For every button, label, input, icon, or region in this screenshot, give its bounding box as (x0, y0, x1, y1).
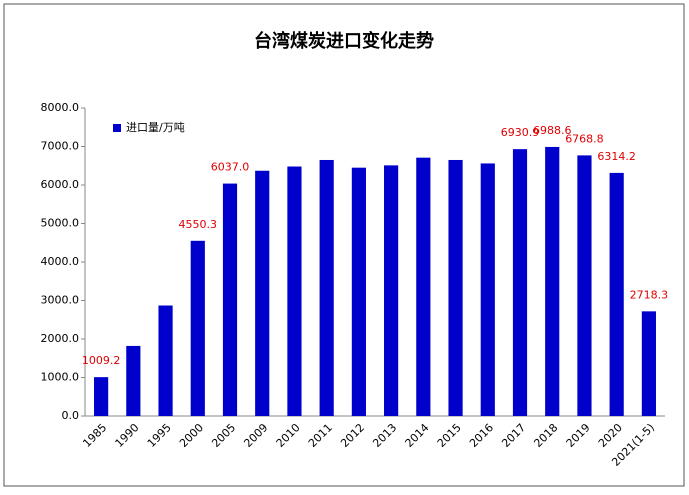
data-label: 2718.3 (630, 288, 669, 301)
legend-label: 进口量/万吨 (126, 121, 185, 134)
bar (319, 159, 334, 416)
chart-title: 台湾煤炭进口变化走势 (254, 30, 434, 52)
y-tick-label: 6000.0 (41, 178, 80, 191)
data-label: 4550.3 (179, 218, 218, 231)
bar (545, 146, 560, 416)
y-tick-label: 7000.0 (41, 140, 80, 153)
y-tick-label: 8000.0 (41, 101, 80, 114)
bar (416, 157, 431, 417)
data-label: 6930.9 (501, 126, 540, 139)
data-label: 6768.8 (565, 132, 604, 145)
data-label: 6037.0 (211, 161, 250, 174)
y-tick-label: 0.0 (62, 409, 80, 422)
data-label: 1009.2 (82, 354, 121, 367)
bar (512, 149, 528, 417)
y-tick-label: 3000.0 (41, 294, 80, 307)
bar (351, 167, 366, 416)
y-tick-label: 1000.0 (41, 371, 80, 384)
data-label: 6314.2 (597, 150, 636, 163)
bar (190, 240, 205, 416)
bar (577, 155, 592, 417)
bar (158, 305, 173, 416)
y-tick-label: 4000.0 (41, 255, 80, 268)
bar (480, 163, 495, 416)
bar (448, 159, 463, 416)
bar (126, 345, 141, 416)
y-tick-label: 5000.0 (41, 217, 80, 230)
legend-swatch (113, 124, 121, 132)
bar (641, 311, 656, 416)
bar (609, 172, 624, 416)
bar (287, 166, 302, 416)
data-label: 6988.6 (533, 124, 572, 137)
y-tick-label: 2000.0 (41, 332, 80, 345)
bar (94, 377, 109, 416)
chart-border (3, 3, 685, 487)
bar (255, 170, 270, 416)
bar (222, 183, 238, 416)
bar (384, 165, 399, 416)
